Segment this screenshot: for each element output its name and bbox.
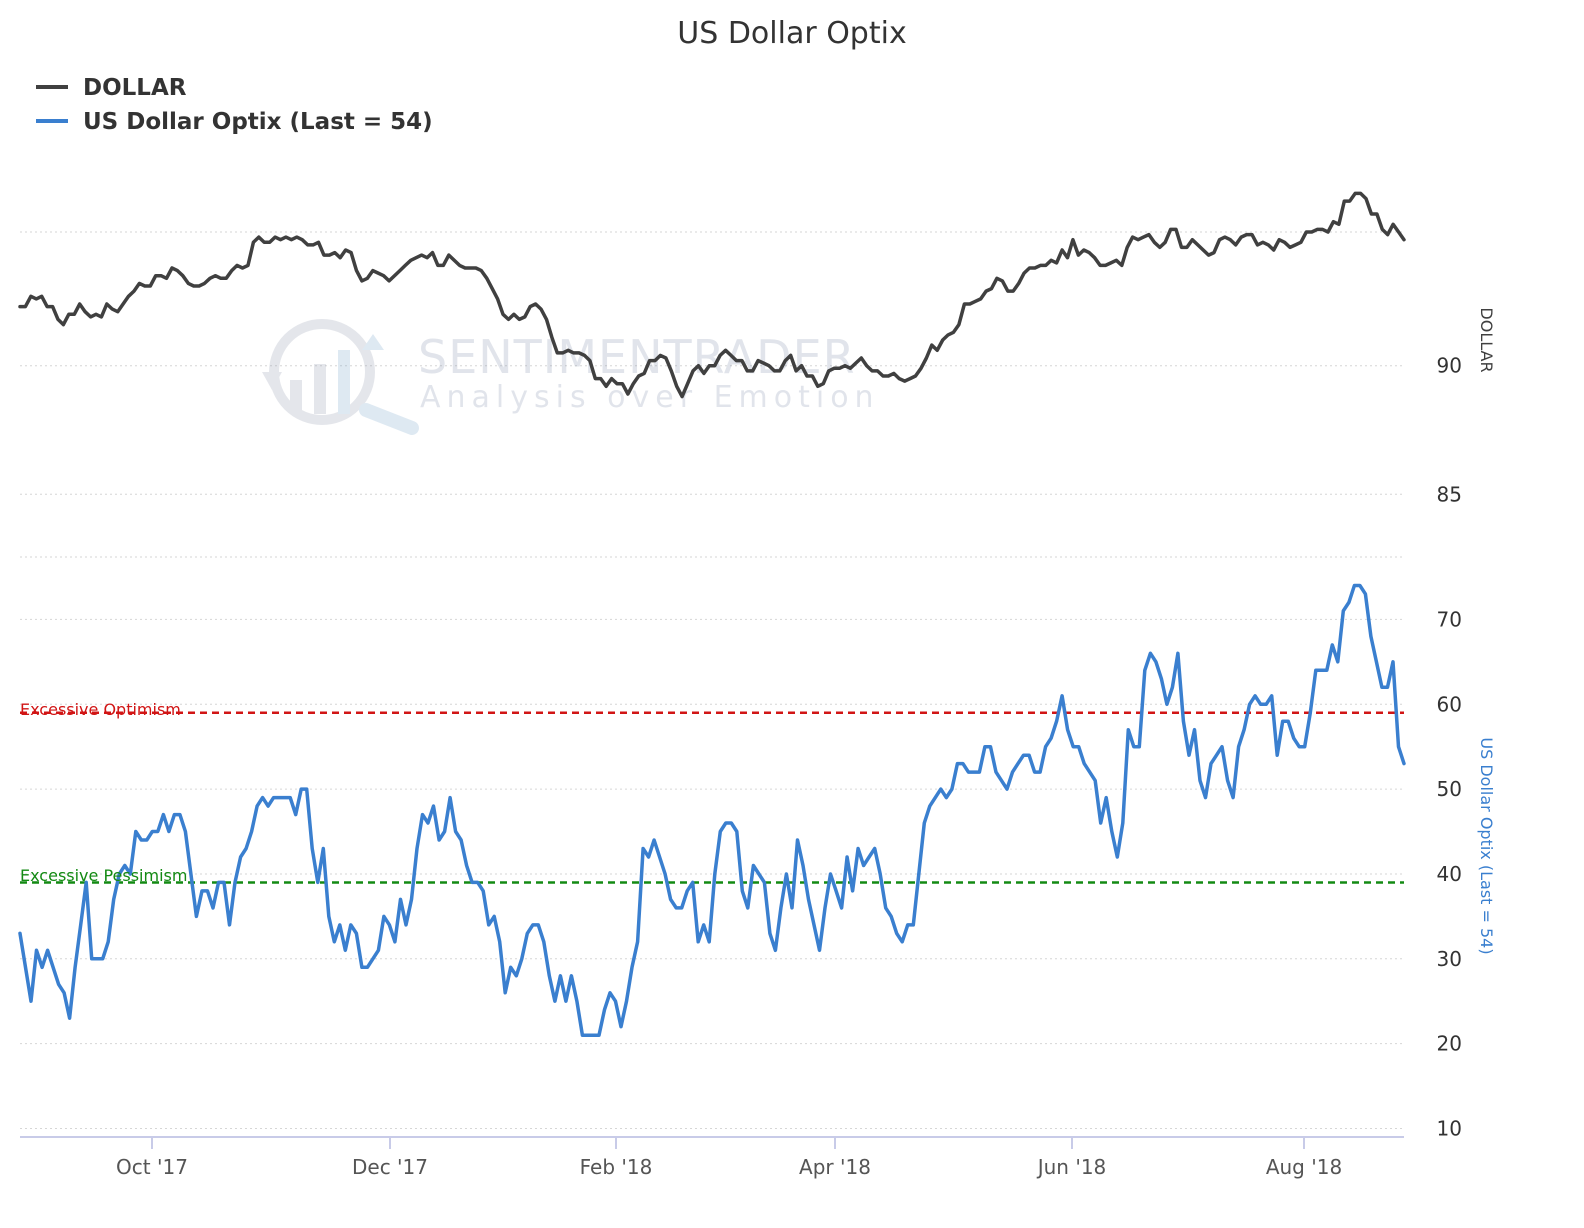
legend-item[interactable]: DOLLAR bbox=[36, 75, 187, 101]
legend-label: US Dollar Optix (Last = 54) bbox=[83, 109, 433, 135]
watermark-ring bbox=[269, 319, 375, 425]
watermark: SENTIMENTRADER Analysis over Emotion bbox=[262, 319, 880, 435]
watermark-handle bbox=[359, 403, 419, 435]
x-tick-label: Apr '18 bbox=[799, 1155, 871, 1179]
watermark-brand: SENTIMENTRADER bbox=[418, 330, 856, 384]
y-tick-label: 85 bbox=[1437, 482, 1462, 506]
legend-label: DOLLAR bbox=[83, 75, 187, 101]
watermark-tagline: Analysis over Emotion bbox=[420, 380, 880, 415]
optimism-label: Excessive Optimism bbox=[20, 700, 181, 719]
axes bbox=[20, 1136, 1404, 1149]
y-tick-label: 30 bbox=[1437, 947, 1462, 971]
y-tick-label: 90 bbox=[1437, 354, 1462, 378]
x-tick-labels: Oct '17 Dec '17 Feb '18 Apr '18 Jun '18 Aug '… bbox=[116, 1155, 1342, 1179]
watermark-bar bbox=[290, 380, 302, 414]
y-tick-label: 20 bbox=[1437, 1032, 1462, 1056]
y-tick-label: 10 bbox=[1437, 1117, 1462, 1141]
legend-item[interactable]: US Dollar Optix (Last = 54) bbox=[36, 109, 433, 135]
optix-axis-title: US Dollar Optix (Last = 54) bbox=[1477, 737, 1496, 954]
series-line bbox=[18, 191, 1406, 399]
x-tick-label: Jun '18 bbox=[1036, 1155, 1107, 1179]
x-tick-label: Oct '17 bbox=[116, 1155, 188, 1179]
watermark-bar bbox=[338, 350, 350, 414]
chart-title: US Dollar Optix bbox=[677, 16, 906, 51]
series bbox=[18, 191, 1406, 1037]
watermark-arrow-up bbox=[362, 334, 384, 350]
y-tick-labels: 85 90 10 20 30 40 50 60 70 bbox=[1437, 354, 1462, 1141]
watermark-arrow-down bbox=[262, 372, 282, 390]
x-tick-label: Feb '18 bbox=[580, 1155, 653, 1179]
watermark-bar bbox=[314, 364, 326, 414]
dollar-axis-title: DOLLAR bbox=[1477, 307, 1496, 372]
x-tick-label: Aug '18 bbox=[1266, 1155, 1342, 1179]
legend: DOLLAR US Dollar Optix (Last = 54) bbox=[36, 75, 433, 135]
y-tick-label: 40 bbox=[1437, 862, 1462, 886]
reference-lines bbox=[20, 711, 1404, 884]
y-tick-label: 60 bbox=[1437, 692, 1462, 716]
pessimism-label: Excessive Pessimism bbox=[20, 866, 187, 885]
x-tick-label: Dec '17 bbox=[352, 1155, 428, 1179]
y-tick-label: 50 bbox=[1437, 777, 1462, 801]
series-line bbox=[18, 583, 1406, 1037]
y-tick-label: 70 bbox=[1437, 607, 1462, 631]
